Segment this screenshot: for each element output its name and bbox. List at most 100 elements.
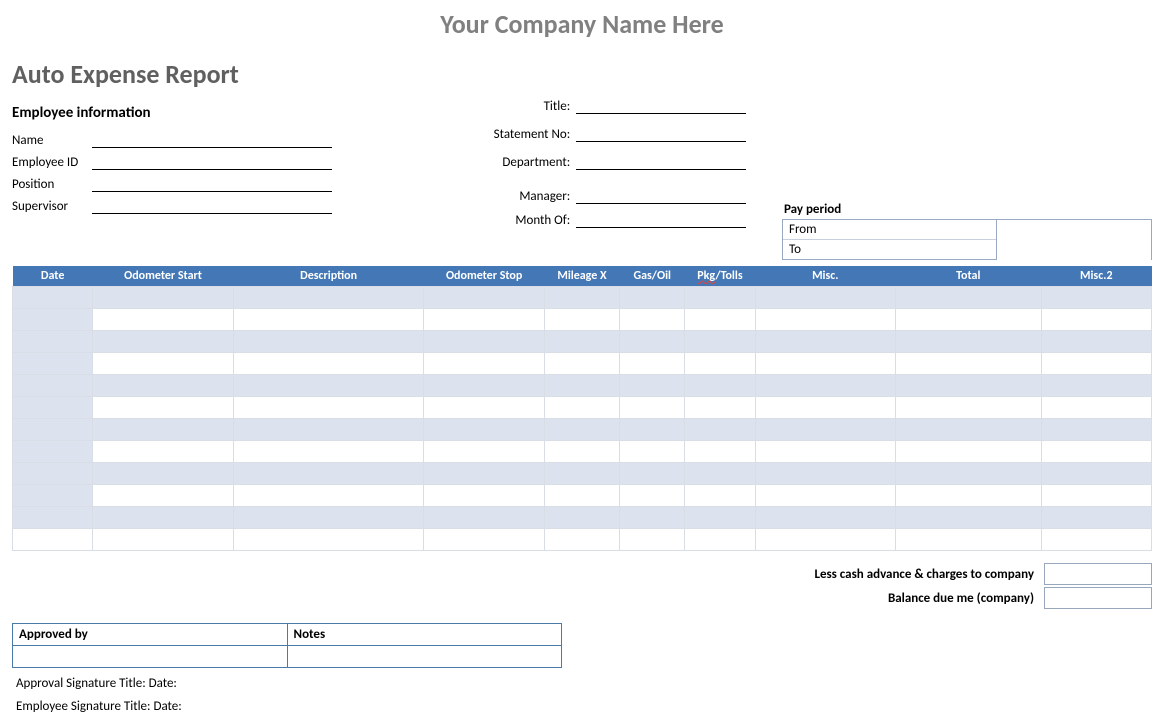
table-row — [13, 463, 1152, 485]
balance-due-field[interactable] — [1044, 587, 1152, 609]
table-cell[interactable] — [13, 441, 93, 463]
table-cell[interactable] — [233, 441, 424, 463]
table-cell[interactable] — [233, 353, 424, 375]
table-cell[interactable] — [1041, 441, 1151, 463]
table-cell — [544, 331, 619, 353]
table-cell[interactable] — [896, 309, 1042, 331]
table-cell[interactable] — [424, 441, 544, 463]
table-cell — [620, 419, 685, 441]
table-cell — [424, 507, 544, 529]
table-cell — [896, 287, 1042, 309]
table-cell — [896, 463, 1042, 485]
pay-period-from-field[interactable] — [834, 222, 990, 237]
table-cell[interactable] — [755, 309, 895, 331]
name-field[interactable] — [92, 132, 332, 148]
table-cell[interactable] — [93, 485, 233, 507]
table-cell — [233, 331, 424, 353]
pay-period-to-field[interactable] — [834, 242, 990, 257]
table-cell[interactable] — [544, 441, 619, 463]
table-cell[interactable] — [896, 353, 1042, 375]
table-cell[interactable] — [233, 309, 424, 331]
table-cell — [620, 331, 685, 353]
department-field[interactable] — [576, 154, 746, 170]
table-cell[interactable] — [685, 485, 755, 507]
table-cell[interactable] — [685, 397, 755, 419]
table-cell[interactable] — [620, 309, 685, 331]
table-cell[interactable] — [755, 485, 895, 507]
table-cell[interactable] — [93, 309, 233, 331]
table-cell[interactable] — [544, 309, 619, 331]
table-cell[interactable] — [896, 441, 1042, 463]
table-cell — [896, 529, 1042, 551]
table-cell[interactable] — [424, 485, 544, 507]
table-cell[interactable] — [13, 485, 93, 507]
table-cell[interactable] — [685, 441, 755, 463]
table-cell[interactable] — [424, 397, 544, 419]
title-field[interactable] — [576, 98, 746, 114]
table-cell[interactable] — [620, 485, 685, 507]
table-cell[interactable] — [755, 441, 895, 463]
table-cell[interactable] — [1041, 397, 1151, 419]
table-cell[interactable] — [93, 441, 233, 463]
table-cell[interactable] — [544, 397, 619, 419]
col-date: Date — [13, 266, 93, 287]
table-cell[interactable] — [544, 485, 619, 507]
approved-by-header: Approved by — [13, 624, 288, 646]
expense-table: Date Odometer Start Description Odometer… — [12, 266, 1152, 551]
table-cell[interactable] — [233, 397, 424, 419]
table-row — [13, 331, 1152, 353]
statement-no-field[interactable] — [576, 126, 746, 142]
employee-info-right: Title: Statement No: Department: Manager… — [446, 94, 762, 230]
table-cell[interactable] — [424, 309, 544, 331]
employee-id-field[interactable] — [92, 154, 332, 170]
employee-id-label: Employee ID — [12, 156, 92, 170]
table-cell[interactable] — [13, 353, 93, 375]
name-label: Name — [12, 133, 92, 148]
table-row — [13, 441, 1152, 463]
table-cell — [620, 375, 685, 397]
table-row — [13, 287, 1152, 309]
table-cell — [755, 507, 895, 529]
table-cell[interactable] — [620, 353, 685, 375]
manager-field[interactable] — [576, 188, 746, 204]
col-gas-oil: Gas/Oil — [620, 266, 685, 287]
month-of-label: Month Of: — [446, 213, 576, 228]
table-cell — [896, 419, 1042, 441]
position-field[interactable] — [92, 176, 332, 192]
table-cell — [424, 287, 544, 309]
table-cell — [13, 419, 93, 441]
table-cell — [544, 507, 619, 529]
table-cell[interactable] — [685, 353, 755, 375]
table-cell[interactable] — [1041, 353, 1151, 375]
table-cell[interactable] — [755, 397, 895, 419]
less-cash-label: Less cash advance & charges to company — [704, 567, 1044, 582]
table-cell[interactable] — [896, 397, 1042, 419]
month-of-field[interactable] — [576, 212, 746, 228]
table-cell[interactable] — [424, 353, 544, 375]
table-cell[interactable] — [685, 309, 755, 331]
company-name: Your Company Name Here — [12, 8, 1152, 40]
table-cell[interactable] — [13, 309, 93, 331]
report-title: Auto Expense Report — [12, 58, 1152, 90]
table-cell[interactable] — [755, 353, 895, 375]
table-cell[interactable] — [896, 485, 1042, 507]
position-label: Position — [12, 177, 92, 192]
table-cell[interactable] — [620, 397, 685, 419]
table-cell[interactable] — [1041, 309, 1151, 331]
table-cell[interactable] — [93, 353, 233, 375]
less-cash-field[interactable] — [1044, 563, 1152, 585]
table-cell — [13, 287, 93, 309]
table-cell[interactable] — [1041, 485, 1151, 507]
approval-table: Approved by Notes — [12, 623, 562, 668]
supervisor-field[interactable] — [92, 198, 332, 214]
table-cell[interactable] — [233, 485, 424, 507]
table-cell[interactable] — [13, 397, 93, 419]
notes-field[interactable] — [287, 646, 562, 668]
table-cell[interactable] — [544, 353, 619, 375]
table-cell — [1041, 507, 1151, 529]
table-cell[interactable] — [93, 397, 233, 419]
approved-by-field[interactable] — [13, 646, 288, 668]
table-row — [13, 397, 1152, 419]
table-row — [13, 529, 1152, 551]
table-cell[interactable] — [620, 441, 685, 463]
